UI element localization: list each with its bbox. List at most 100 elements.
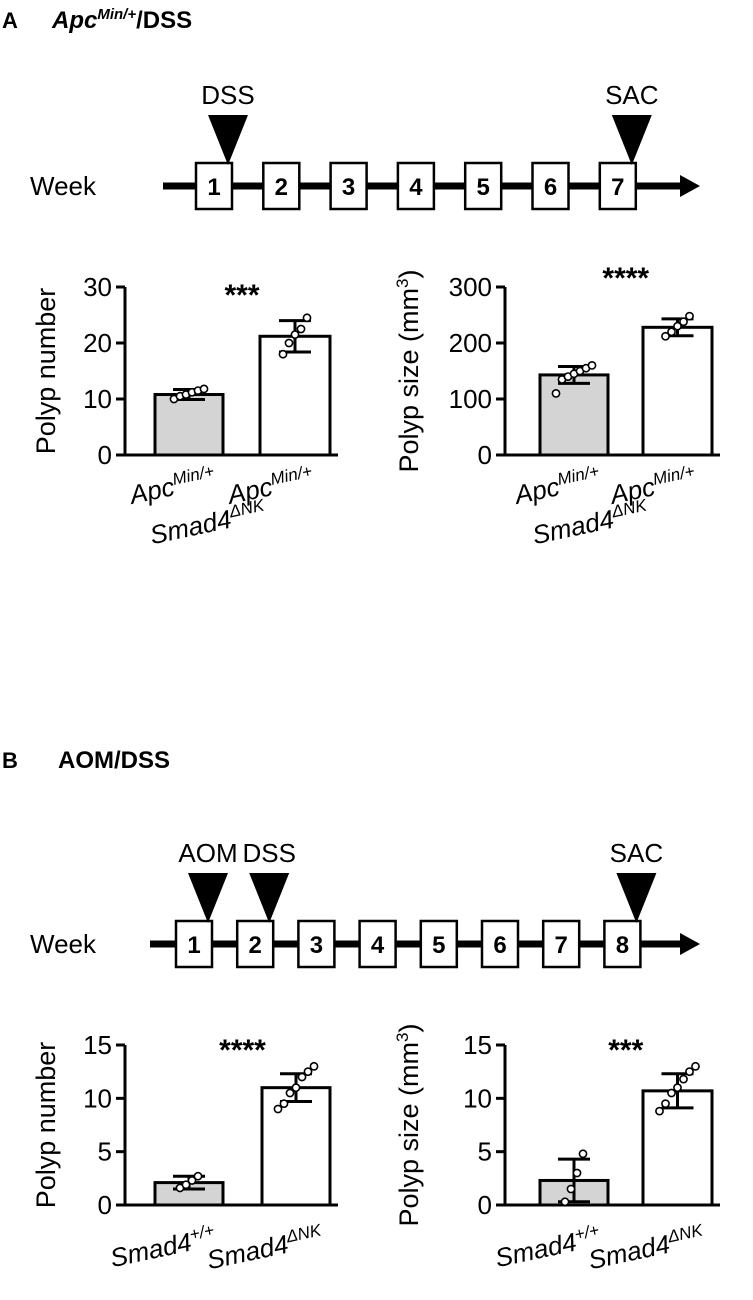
cat-main: Smad4 <box>107 1227 194 1273</box>
marker-label-sac: SAC <box>605 80 658 110</box>
week-number-8: 8 <box>616 932 629 959</box>
cat-main: Apc <box>125 471 177 510</box>
week-number-2: 2 <box>275 174 288 201</box>
significance-label: *** <box>608 1034 643 1067</box>
week-number-2: 2 <box>249 932 262 959</box>
data-point <box>181 1180 191 1190</box>
data-point <box>661 1099 670 1109</box>
week-number-6: 6 <box>544 174 557 201</box>
cat-sup: ΔNK <box>284 1220 324 1246</box>
x-category-label-0: ApcMin/+ <box>510 462 603 511</box>
week-box-3 <box>329 161 368 211</box>
y-tick-label: 5 <box>478 1137 492 1167</box>
data-point <box>278 349 288 359</box>
cat-sup: Min/+ <box>171 462 216 489</box>
data-point <box>661 331 670 341</box>
marker-arrow-dss <box>249 873 290 923</box>
data-point <box>193 1171 203 1181</box>
x-category-label-0: Smad4+/+ <box>107 1221 218 1274</box>
bar-1 <box>641 1089 714 1207</box>
y-tick-label: 10 <box>83 384 112 414</box>
marker-label-aom: AOM <box>178 838 237 868</box>
data-point <box>297 1072 307 1082</box>
week-box-7 <box>598 161 638 211</box>
y-tick-label: 15 <box>83 1030 112 1060</box>
data-point <box>667 1088 676 1098</box>
cat-main: Smad4 <box>204 1229 291 1275</box>
x-category-label-1: Smad4ΔNK <box>585 1220 707 1275</box>
week-box-5 <box>419 919 459 969</box>
y-tick-label: 0 <box>478 440 492 470</box>
week-label: Week <box>30 171 97 201</box>
data-point <box>551 388 561 398</box>
panel-a-title-main: Apc <box>51 7 97 34</box>
y-axis-label-tail: ) <box>394 270 424 279</box>
week-box-7 <box>541 919 581 969</box>
week-number-3: 3 <box>310 932 323 959</box>
bar-1 <box>258 334 332 457</box>
week-box-4 <box>358 919 397 969</box>
week-number-7: 7 <box>611 174 624 201</box>
week-box-1 <box>174 919 214 969</box>
x-category-label-0: ApcMin/+ <box>125 462 218 511</box>
y-axis-label-main: Polyp size (mm <box>394 288 424 473</box>
week-box-6 <box>480 919 520 969</box>
data-point <box>290 330 300 339</box>
week-number-6: 6 <box>493 932 506 959</box>
data-point <box>685 311 694 321</box>
panel-a-title-sup: Min/+ <box>97 6 136 23</box>
y-tick-label: 5 <box>98 1137 112 1167</box>
week-number-4: 4 <box>371 932 385 959</box>
timeline-b: Week 1 2 3 4 5 6 7 8 AOM DSS SAC <box>30 838 700 969</box>
chart-polyp-size-aom: 0 5 10 15 Polyp size (mm3) *** Smad4+/+Smad4ΔN… <box>393 1024 720 1275</box>
y-axis-label-sup: 3 <box>393 1033 412 1042</box>
data-point <box>302 313 312 323</box>
data-point <box>566 1184 576 1194</box>
panel-a-letter: A <box>2 8 18 33</box>
y-axis-label: Polyp number <box>31 288 61 455</box>
panel-a-title: ApcMin/+/DSS <box>51 6 192 34</box>
y-axis-label-main: Polyp number <box>31 288 61 455</box>
data-point <box>572 1168 582 1178</box>
y-axis-label-tail: ) <box>394 1024 424 1033</box>
marker-label-dss: DSS <box>242 838 295 868</box>
cat-sup: +/+ <box>188 1221 216 1245</box>
data-point <box>279 1099 289 1109</box>
cat-sup2: Min/+ <box>651 462 696 489</box>
data-point <box>187 1176 197 1185</box>
data-point <box>309 1061 319 1071</box>
bar-0 <box>153 393 225 457</box>
panel-a-title-rest: /DSS <box>136 7 192 34</box>
x-category-label-1-line2: Smad4ΔNK <box>147 495 269 550</box>
timeline-a: Week 1 2 3 4 5 6 7 DSS SAC <box>30 80 700 211</box>
week-number-5: 5 <box>477 174 490 201</box>
data-point <box>679 1074 688 1084</box>
y-tick-label: 100 <box>449 384 492 414</box>
y-tick-label: 10 <box>463 1083 492 1113</box>
data-point <box>673 1083 682 1093</box>
y-axis-label: Polyp size (mm3) <box>393 270 424 473</box>
data-point <box>199 384 209 394</box>
marker-arrow-aom <box>188 873 228 923</box>
week-box-2 <box>262 161 301 211</box>
week-number-1: 1 <box>207 174 220 201</box>
week-box-8 <box>603 919 642 969</box>
week-label: Week <box>30 929 97 959</box>
data-point <box>284 338 294 348</box>
week-box-1 <box>194 161 234 211</box>
y-axis-label: Polyp size (mm3) <box>393 1024 424 1227</box>
week-box-2 <box>235 919 275 969</box>
timeline-arrowhead <box>680 933 700 955</box>
data-point <box>578 1149 588 1159</box>
data-point <box>655 1106 664 1116</box>
timeline-arrowhead <box>680 175 700 197</box>
week-box-4 <box>396 161 436 211</box>
y-axis-label-main: Polyp number <box>31 1042 61 1209</box>
data-point <box>691 1061 700 1071</box>
significance-label: **** <box>219 1034 266 1067</box>
data-point <box>667 327 676 337</box>
data-point <box>296 324 306 334</box>
